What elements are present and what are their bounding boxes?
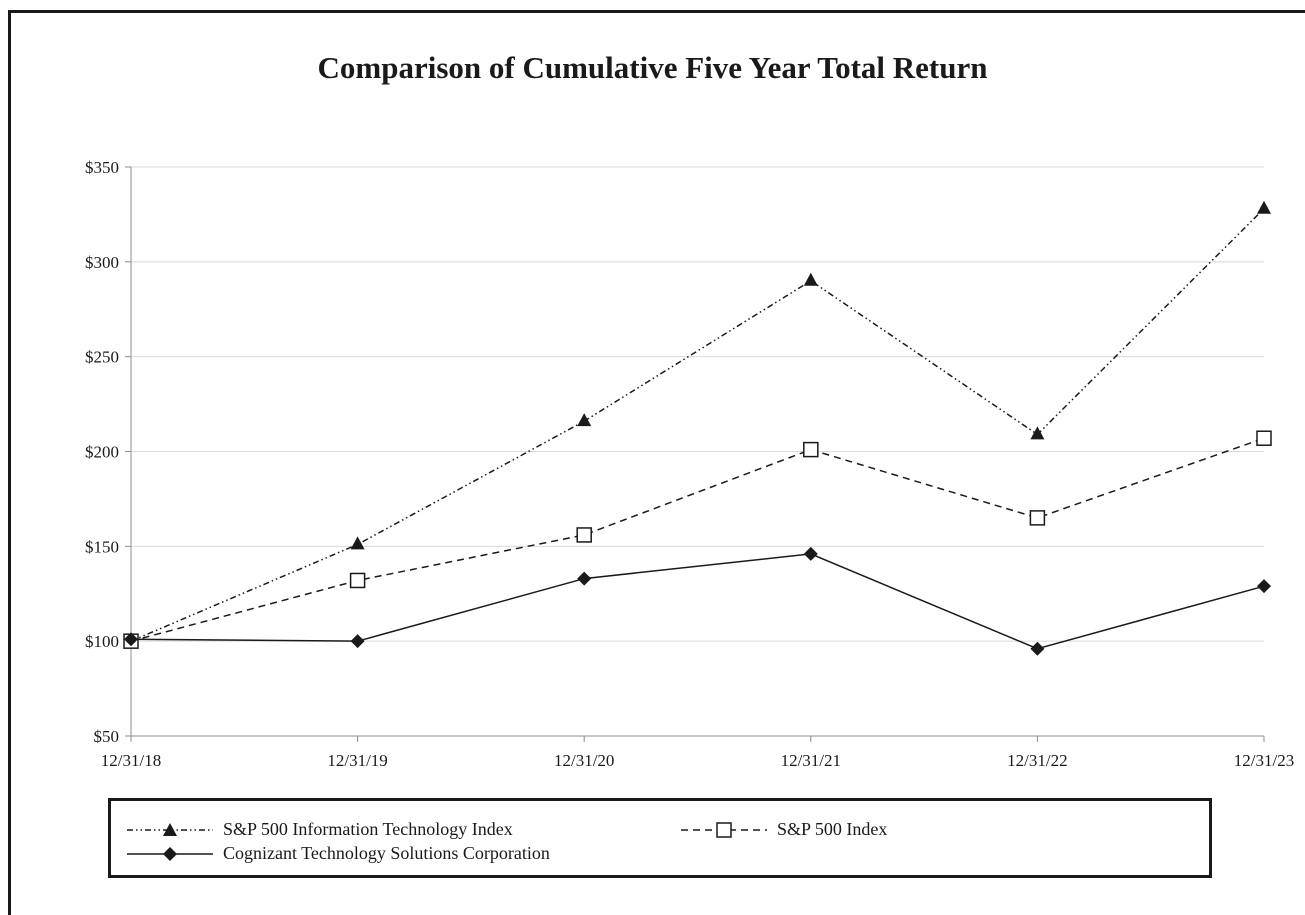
x-tick-label: 12/31/23: [1234, 751, 1294, 770]
point-marker-triangle: [1257, 200, 1271, 214]
point-marker-square: [349, 572, 366, 589]
y-tick-label: $300: [85, 253, 119, 272]
point-marker-triangle: [803, 272, 818, 286]
legend-item-cognizant: Cognizant Technology Solutions Corporati…: [125, 843, 550, 864]
legend: S&P 500 Information Technology Index S&P…: [108, 798, 1212, 878]
y-tick-label: $50: [94, 727, 120, 746]
legend-swatch-cognizant: [127, 846, 213, 861]
legend-label-it-index: S&P 500 Information Technology Index: [223, 819, 513, 839]
point-marker-square: [803, 441, 819, 458]
point-marker-diamond: [803, 546, 818, 561]
point-marker-diamond: [124, 632, 138, 647]
y-tick-label: $200: [85, 443, 119, 462]
x-tick-label: 12/31/21: [781, 751, 841, 770]
point-marker-diamond: [350, 634, 365, 649]
series-line-1: [130, 437, 1265, 642]
chart-title: Comparison of Cumulative Five Year Total…: [317, 50, 988, 85]
series-line-2: [130, 553, 1265, 650]
chart-frame: [8, 10, 1305, 915]
point-marker-diamond: [1030, 641, 1045, 656]
x-tick-label: 12/31/20: [554, 751, 614, 770]
legend-label-cognizant: Cognizant Technology Solutions Corporati…: [223, 843, 550, 863]
y-tick-label: $100: [85, 632, 119, 651]
x-tick-label: 12/31/22: [1007, 751, 1067, 770]
legend-swatch-it-index: [127, 822, 213, 836]
point-marker-triangle: [577, 413, 592, 427]
x-tick-label: 12/31/18: [101, 751, 161, 770]
point-marker-square: [576, 527, 592, 543]
point-marker-diamond: [577, 571, 592, 586]
y-tick-label: $250: [85, 348, 119, 367]
legend-swatch-sp500: [681, 821, 767, 838]
point-marker-square: [1029, 510, 1046, 526]
y-tick-label: $350: [85, 158, 119, 177]
point-marker-triangle: [1030, 426, 1045, 440]
y-tick-label: $150: [85, 537, 119, 556]
point-marker-triangle: [350, 536, 365, 550]
legend-item-sp500: S&P 500 Index: [679, 819, 887, 840]
point-marker-square: [1256, 430, 1272, 446]
legend-label-sp500: S&P 500 Index: [777, 819, 888, 839]
legend-item-it-index: S&P 500 Information Technology Index: [125, 819, 513, 840]
x-tick-label: 12/31/19: [327, 751, 387, 770]
series-line-0: [130, 208, 1265, 642]
point-marker-diamond: [1257, 579, 1271, 594]
